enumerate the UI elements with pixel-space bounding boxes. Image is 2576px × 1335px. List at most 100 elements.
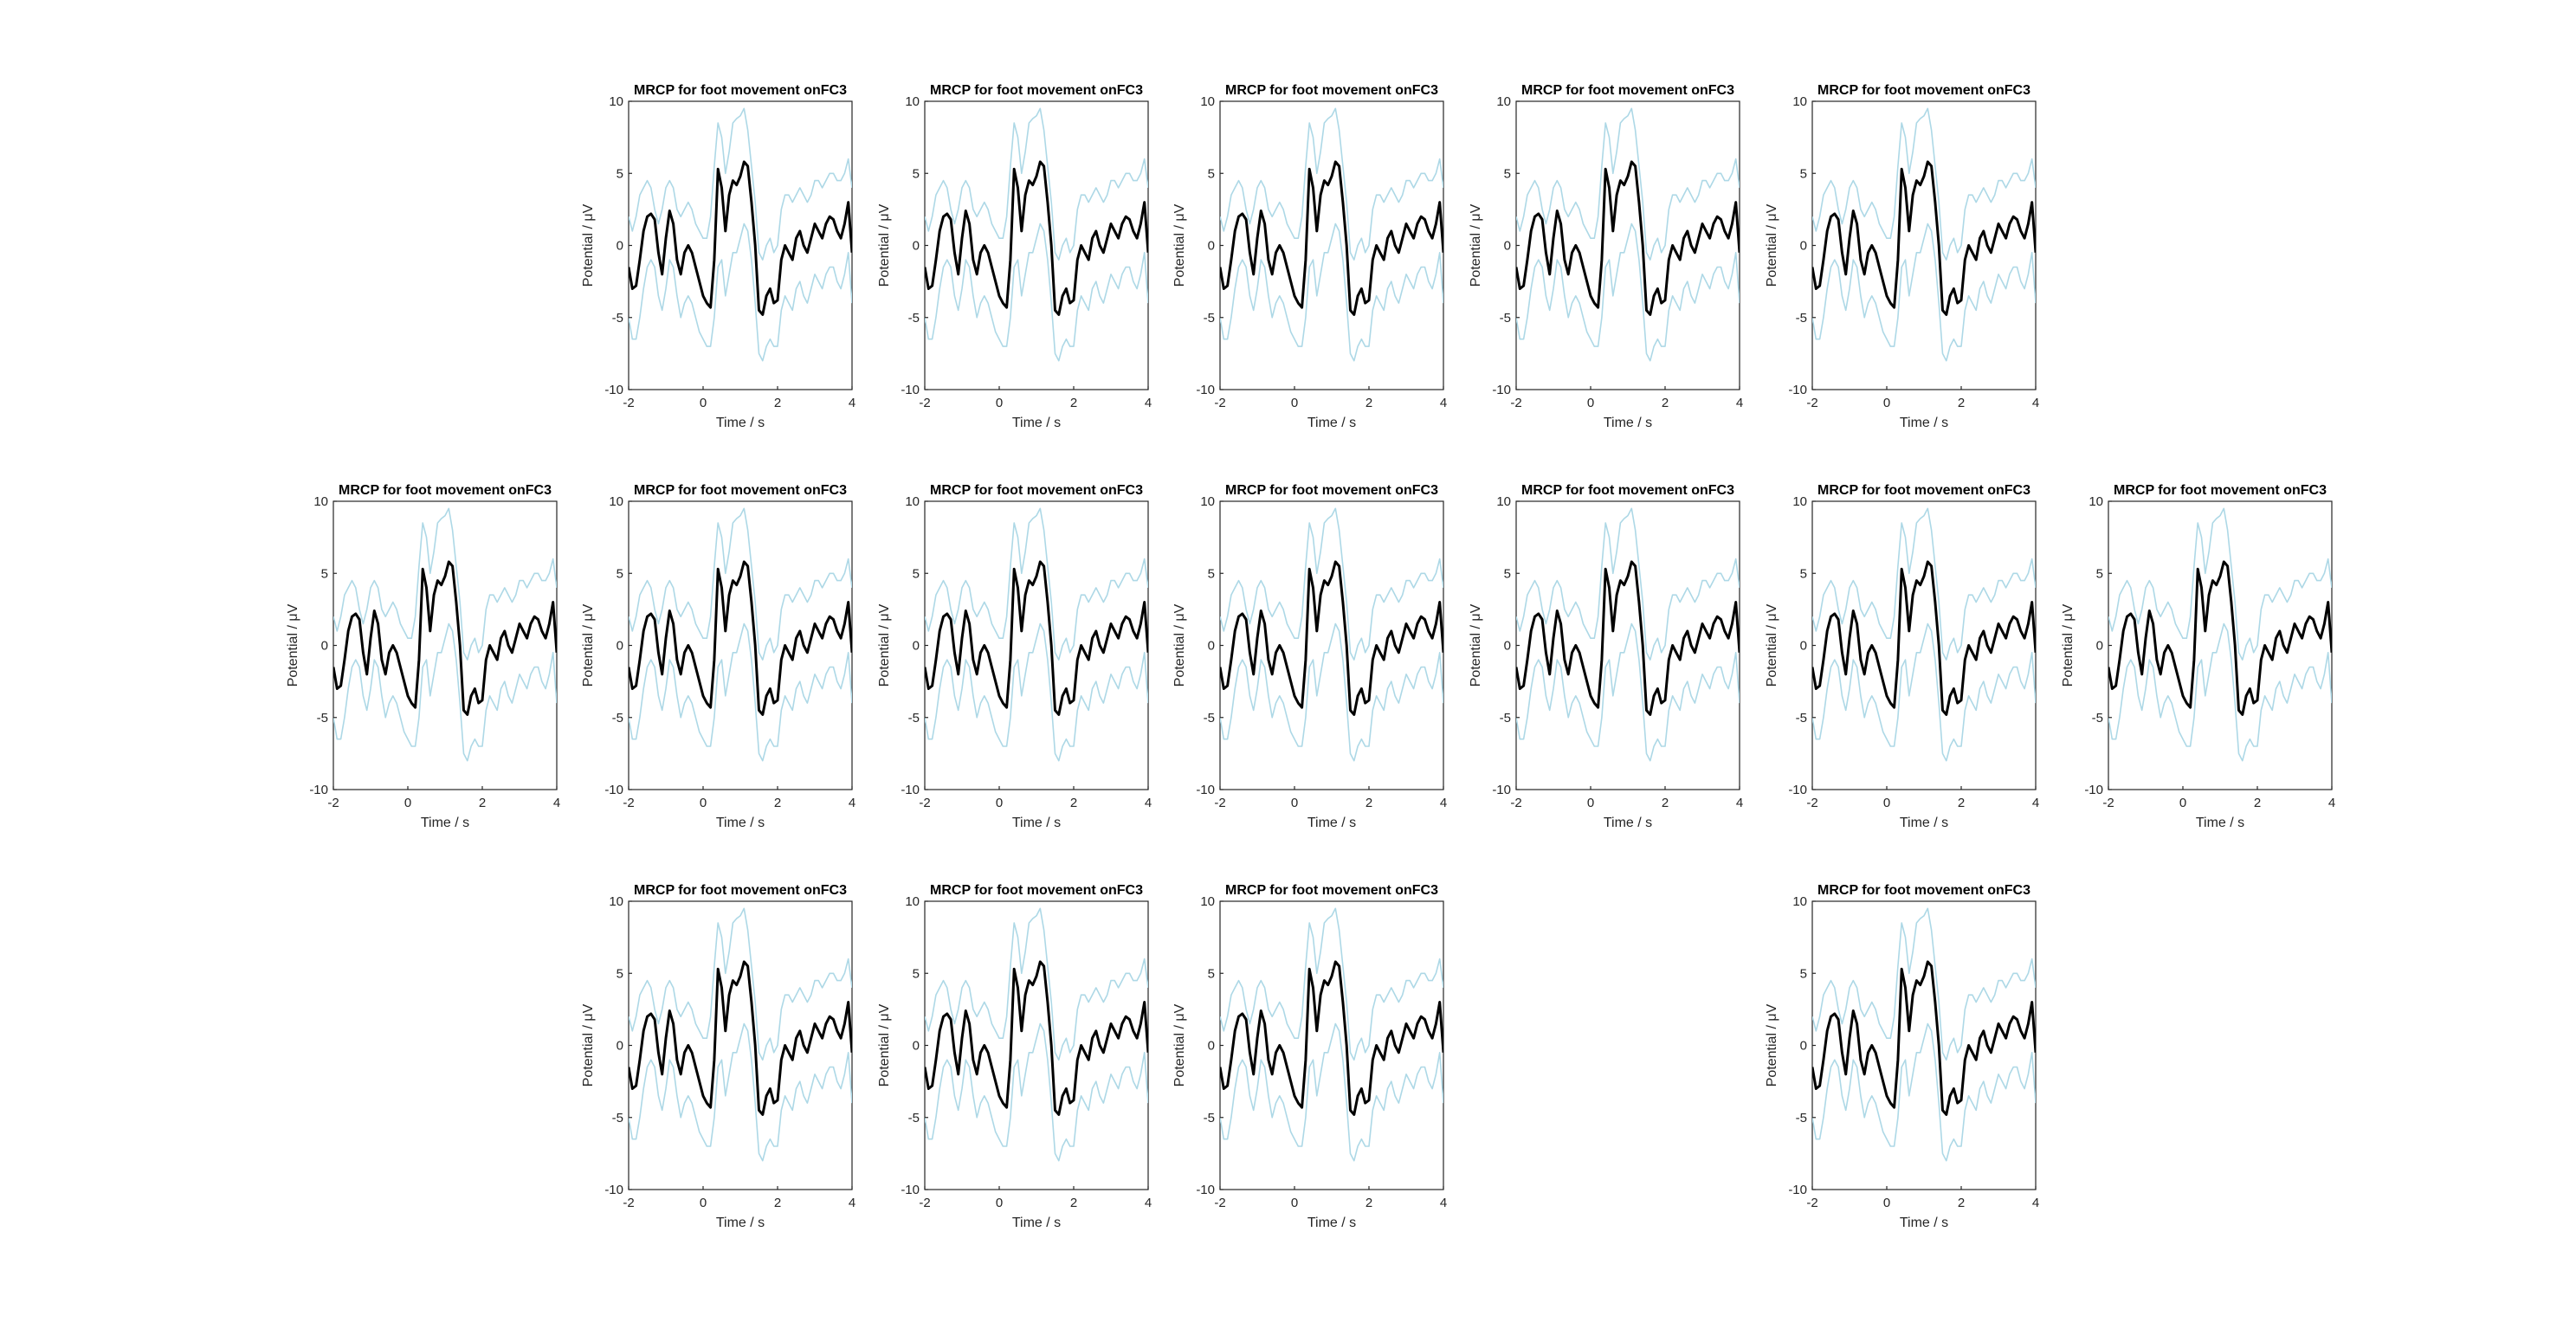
y-tick-label: 5 (1800, 966, 1807, 981)
y-tick-label: 5 (1208, 566, 1215, 581)
x-tick-label: 2 (774, 396, 781, 410)
y-axis-label: Potential / μV (877, 603, 892, 687)
x-tick-label: 2 (1070, 796, 1077, 810)
subplot-6: -2 0 2 4 -10 -5 0 5 10 MRCP for foot movement onF… (286, 483, 560, 830)
x-axis-label: Time / s (1012, 1216, 1061, 1230)
y-tick-label: -10 (1788, 383, 1807, 397)
y-tick-label: -10 (604, 383, 623, 397)
axes-frame (924, 500, 1149, 790)
axes-frame (1219, 100, 1444, 390)
x-tick-label: -2 (623, 396, 634, 410)
axes-frame (628, 100, 853, 390)
y-tick-label: -5 (612, 311, 623, 326)
subplot-4: -2 0 2 4 -10 -5 0 5 10 MRCP for foot movement onF… (1469, 83, 1743, 430)
y-axis-label: Potential / μV (581, 1003, 596, 1087)
upper-bound-line (1220, 507, 1443, 661)
y-tick-label: -5 (2092, 711, 2103, 726)
subplot-10: -2 0 2 4 -10 -5 0 5 10 MRCP for foot movement onF… (1469, 483, 1743, 830)
x-tick-label: 4 (1145, 1196, 1152, 1210)
x-tick-label: 0 (996, 396, 1003, 410)
y-tick-label: -5 (1796, 1111, 1807, 1125)
y-tick-label: 10 (1792, 494, 1807, 509)
lower-bound-line (1812, 1022, 2036, 1162)
x-tick-label: 4 (1736, 396, 1743, 410)
x-tick-label: 0 (700, 1196, 707, 1210)
x-axis-label: Time / s (1604, 416, 1652, 430)
x-tick-label: 4 (849, 796, 855, 810)
x-tick-label: 2 (479, 796, 486, 810)
x-tick-label: 0 (1587, 796, 1594, 810)
upper-bound-line (1516, 507, 1740, 661)
mean-potential-line (629, 160, 852, 316)
upper-bound-line (1812, 107, 2036, 261)
x-axis-label: Time / s (716, 416, 765, 430)
lower-bound-line (1812, 622, 2036, 762)
x-tick-label: -2 (327, 796, 339, 810)
y-tick-label: -10 (604, 783, 623, 797)
y-tick-label: 0 (1504, 639, 1511, 654)
axes-frame (628, 900, 853, 1190)
mean-potential-line (925, 960, 1148, 1116)
mean-potential-line (925, 160, 1148, 316)
lower-bound-line (1220, 622, 1443, 762)
y-axis-label: Potential / μV (1172, 603, 1187, 687)
x-axis-label: Time / s (1900, 816, 1948, 830)
y-axis-label: Potential / μV (877, 1003, 892, 1087)
x-tick-label: 4 (553, 796, 560, 810)
x-tick-label: 2 (1958, 1196, 1965, 1210)
lower-bound-line (2108, 622, 2332, 762)
y-axis-label: Potential / μV (1172, 1003, 1187, 1087)
y-tick-label: 0 (1208, 1039, 1215, 1054)
mean-potential-line (333, 560, 557, 716)
y-tick-label: -10 (1788, 783, 1807, 797)
subplot-2: -2 0 2 4 -10 -5 0 5 10 MRCP for foot movement onF… (877, 83, 1152, 430)
y-tick-label: 10 (609, 94, 623, 109)
y-tick-label: 0 (2096, 639, 2103, 654)
y-axis-label: Potential / μV (1469, 203, 1483, 287)
y-tick-label: 10 (1200, 494, 1215, 509)
axes-frame (924, 100, 1149, 390)
subplot-14: -2 0 2 4 -10 -5 0 5 10 MRCP for foot movement onF… (877, 883, 1152, 1230)
y-axis-label: Potential / μV (877, 203, 892, 287)
lower-bound-line (629, 622, 852, 762)
y-tick-label: 10 (313, 494, 328, 509)
x-tick-label: 2 (1958, 396, 1965, 410)
y-tick-label: 0 (617, 1039, 623, 1054)
subplot-title: MRCP for foot movement onFC3 (930, 883, 1143, 898)
subplot-title: MRCP for foot movement onFC3 (1817, 483, 2030, 498)
axes-frame (1219, 500, 1444, 790)
subplot-title: MRCP for foot movement onFC3 (930, 483, 1143, 498)
y-tick-label: -5 (908, 1111, 920, 1125)
subplot-title: MRCP for foot movement onFC3 (1225, 483, 1438, 498)
x-tick-label: -2 (1806, 796, 1817, 810)
x-tick-label: -2 (1806, 396, 1817, 410)
y-tick-label: 5 (617, 166, 623, 181)
subplot-title: MRCP for foot movement onFC3 (634, 883, 847, 898)
x-tick-label: 4 (1145, 796, 1152, 810)
lower-bound-line (925, 1022, 1148, 1162)
axes-frame (2108, 500, 2333, 790)
mean-potential-line (1516, 560, 1740, 716)
x-tick-label: 4 (849, 396, 855, 410)
x-tick-label: 2 (1070, 1196, 1077, 1210)
x-tick-label: 0 (996, 796, 1003, 810)
y-axis-label: Potential / μV (1469, 603, 1483, 687)
subplot-title: MRCP for foot movement onFC3 (2114, 483, 2327, 498)
lower-bound-line (1516, 622, 1740, 762)
y-tick-label: 5 (913, 966, 920, 981)
y-tick-label: 10 (609, 894, 623, 909)
upper-bound-line (629, 107, 852, 261)
y-tick-label: 0 (321, 639, 328, 654)
y-tick-label: -5 (1204, 311, 1215, 326)
x-axis-label: Time / s (1900, 416, 1948, 430)
y-tick-label: -5 (1204, 711, 1215, 726)
x-tick-label: -2 (1214, 396, 1225, 410)
x-tick-label: 0 (1883, 796, 1890, 810)
subplot-grid: -2 0 2 4 -10 -5 0 5 10 MRCP for foot movement onF… (286, 83, 2335, 1230)
upper-bound-line (925, 107, 1148, 261)
x-tick-label: 2 (774, 1196, 781, 1210)
lower-bound-line (333, 622, 557, 762)
y-tick-label: 5 (1208, 166, 1215, 181)
subplot-5: -2 0 2 4 -10 -5 0 5 10 MRCP for foot movement onF… (1765, 83, 2039, 430)
x-axis-label: Time / s (1307, 416, 1356, 430)
